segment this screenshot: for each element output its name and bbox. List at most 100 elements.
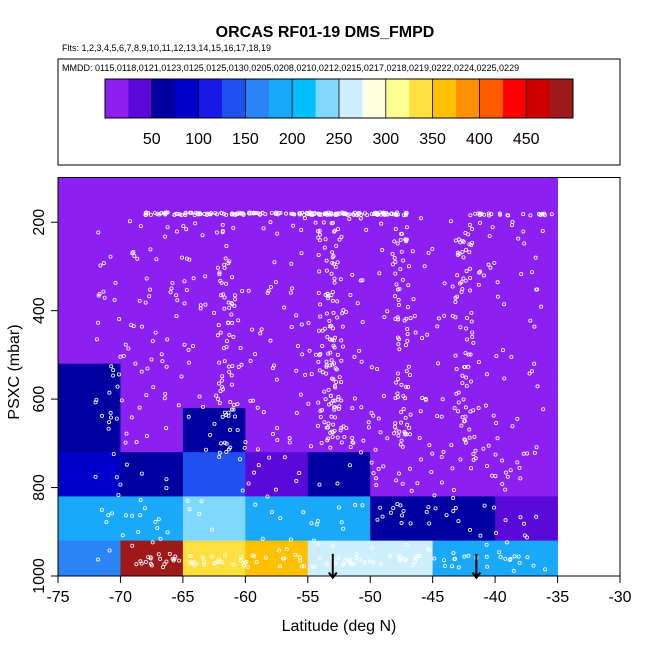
- colorbar-tick-label: 450: [513, 131, 540, 148]
- observation-point: [339, 338, 344, 343]
- observation-point: [192, 213, 197, 218]
- observation-point: [327, 318, 332, 323]
- observation-point: [353, 503, 358, 508]
- observation-point: [495, 294, 500, 299]
- observation-point: [192, 563, 197, 568]
- observation-point: [461, 255, 466, 260]
- observation-point: [147, 294, 152, 299]
- heatmap-cell: [182, 540, 246, 577]
- observation-point: [409, 488, 414, 493]
- observation-point: [385, 436, 390, 441]
- plot-frame: [57, 177, 621, 577]
- heatmap-cell: [370, 407, 434, 453]
- observation-point: [396, 377, 401, 382]
- heatmap-cell: [58, 211, 121, 312]
- observation-point: [511, 568, 516, 573]
- observation-point: [532, 324, 537, 329]
- observation-point: [328, 445, 333, 450]
- observation-point: [398, 503, 403, 508]
- observation-point: [127, 219, 132, 224]
- observation-point: [294, 313, 299, 318]
- observation-point: [307, 348, 312, 353]
- observation-point: [333, 212, 338, 217]
- observation-point: [331, 398, 336, 403]
- observation-point: [473, 211, 478, 216]
- observation-point: [317, 228, 322, 233]
- observation-point: [117, 317, 122, 322]
- observation-point: [341, 562, 346, 567]
- observation-point: [237, 210, 242, 215]
- observation-point: [310, 564, 315, 569]
- observation-point: [209, 554, 214, 559]
- colorbar-swatch: [409, 79, 434, 118]
- observation-point: [120, 533, 125, 538]
- observation-point: [232, 212, 237, 217]
- observation-point: [465, 337, 470, 342]
- observation-point: [366, 425, 371, 430]
- observation-point: [417, 553, 422, 558]
- observation-point: [366, 420, 371, 425]
- observation-point: [460, 415, 465, 420]
- observation-point: [528, 213, 533, 218]
- observation-point: [167, 551, 172, 556]
- observation-point: [184, 288, 189, 293]
- observation-point: [324, 425, 329, 430]
- observation-point: [485, 564, 490, 569]
- observation-point: [516, 554, 521, 559]
- observation-point: [324, 258, 329, 263]
- observation-point: [131, 249, 136, 254]
- observation-point: [228, 445, 233, 450]
- observation-point: [308, 444, 313, 449]
- observation-point: [241, 212, 246, 217]
- observation-point: [336, 227, 341, 232]
- observation-point: [340, 324, 345, 329]
- observation-point: [273, 280, 278, 285]
- observation-point: [220, 414, 225, 419]
- observation-point: [374, 483, 379, 488]
- observation-point: [270, 366, 275, 371]
- observation-point: [227, 427, 232, 432]
- heatmap-cell: [432, 211, 496, 312]
- observation-point: [395, 371, 400, 376]
- observation-point: [287, 440, 292, 445]
- observation-point: [405, 338, 410, 343]
- observation-point: [316, 359, 321, 364]
- observation-point: [449, 443, 454, 448]
- observation-point: [209, 211, 214, 216]
- observation-point: [111, 373, 116, 378]
- observation-point: [317, 238, 322, 243]
- observation-point: [351, 561, 356, 566]
- observation-point: [410, 562, 415, 567]
- observation-point: [346, 559, 351, 564]
- heatmap-cell: [370, 363, 434, 409]
- observation-point: [216, 381, 221, 386]
- colorbar-tick-label: 250: [326, 131, 353, 148]
- observation-point: [419, 216, 424, 221]
- observation-point: [413, 330, 418, 335]
- colorbar-tick-label: 100: [185, 131, 212, 148]
- observation-point: [527, 371, 532, 376]
- observation-point: [119, 398, 124, 403]
- observation-point: [177, 212, 182, 217]
- observation-point: [522, 241, 527, 246]
- heatmap-cell: [58, 363, 121, 409]
- observation-point: [107, 548, 112, 553]
- observation-point: [419, 457, 424, 462]
- observation-point: [332, 407, 337, 412]
- observation-point: [274, 377, 279, 382]
- observation-point: [611, 211, 616, 216]
- observation-point: [354, 552, 359, 557]
- observation-point: [439, 454, 444, 459]
- observation-point: [229, 407, 234, 412]
- observation-point: [393, 271, 398, 276]
- heatmap-cell: [58, 407, 121, 453]
- x-tick-label: -30: [608, 589, 631, 606]
- observation-point: [163, 391, 168, 396]
- observation-point: [214, 230, 219, 235]
- observation-point: [320, 370, 325, 375]
- observation-point: [217, 557, 222, 562]
- observation-point: [332, 345, 337, 350]
- observation-point: [529, 369, 534, 374]
- colorbar-swatch: [198, 79, 223, 118]
- observation-point: [396, 317, 401, 322]
